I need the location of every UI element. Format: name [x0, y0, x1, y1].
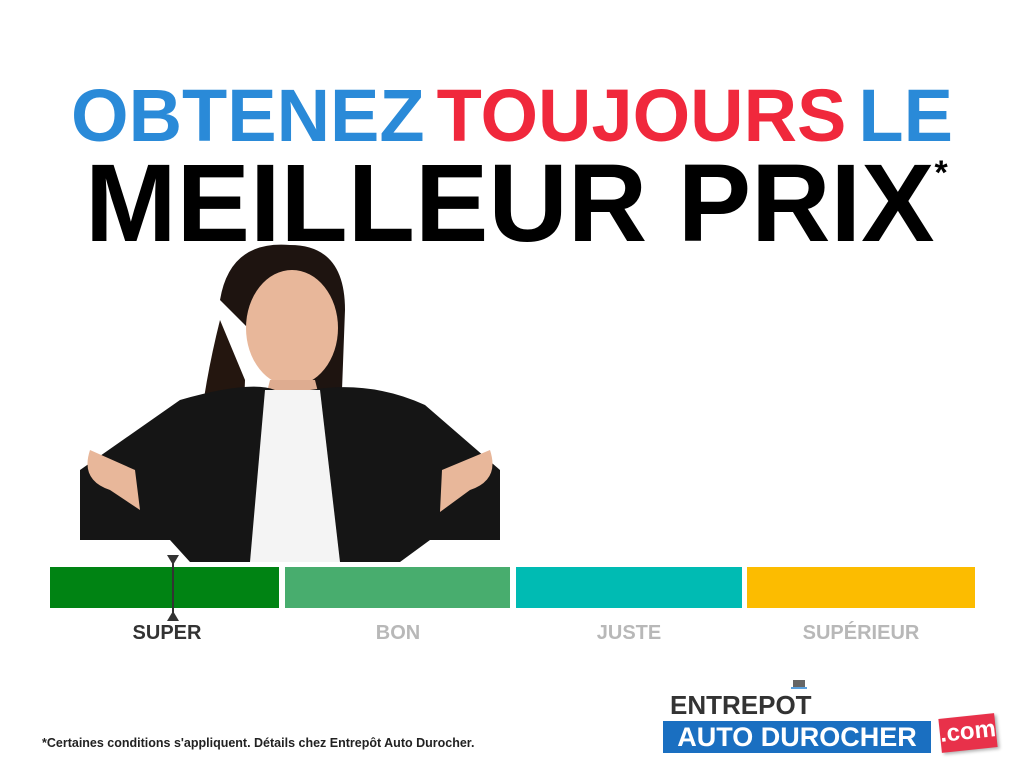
logo-entrepot: ENTREPOT	[670, 690, 812, 720]
headline-line-1: OBTENEZ TOUJOURS LE	[0, 74, 1024, 157]
label-juste: JUSTE	[596, 622, 662, 644]
woman-pointing-down-image	[80, 244, 500, 562]
car-icon	[791, 680, 807, 689]
label-superieur: SUPÉRIEUR	[802, 622, 920, 644]
segment-superieur	[747, 567, 975, 608]
segment-bon	[285, 567, 510, 608]
disclaimer: *Certaines conditions s'appliquent. Déta…	[42, 736, 475, 750]
segment-super	[50, 567, 279, 608]
segment-juste	[516, 567, 742, 608]
headline-word-obtenez: OBTENEZ	[71, 74, 425, 157]
headline-word-toujours: TOUJOURS	[436, 74, 847, 157]
price-marker-icon	[167, 555, 179, 621]
asterisk: *	[934, 154, 948, 192]
label-bon: BON	[375, 622, 421, 644]
headline-word-le: LE	[858, 74, 953, 157]
headline-line-2: MEILLEUR PRIX*	[85, 149, 948, 259]
headline-meilleur-prix: MEILLEUR PRIX	[85, 142, 935, 265]
label-super: SUPER	[132, 622, 202, 644]
logo-auto-durocher: AUTO DUROCHER	[663, 721, 931, 753]
logo-dotcom: .com	[938, 713, 998, 753]
